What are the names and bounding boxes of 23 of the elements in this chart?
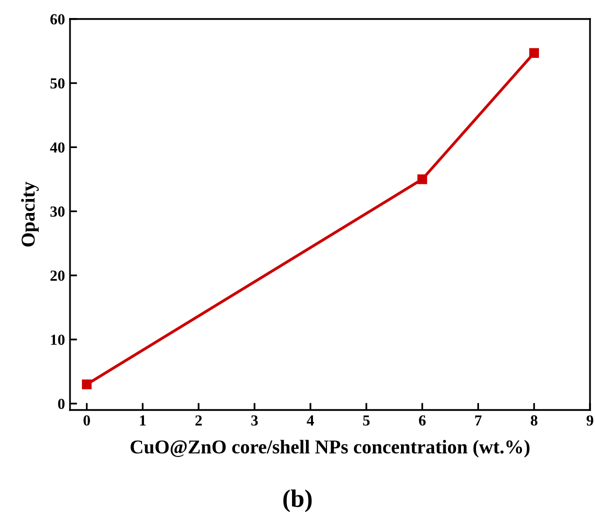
x-tick-label: 5 [363, 415, 370, 426]
x-tick-label: 7 [475, 415, 482, 426]
point [529, 48, 539, 58]
y-axis-title: Opacity [21, 182, 39, 246]
y-tick-label: 40 [50, 142, 65, 153]
x-tick-label: 1 [140, 415, 146, 426]
y-tick-label: 50 [50, 78, 65, 89]
x-tick-label: 2 [195, 415, 202, 426]
x-tick-label: 3 [251, 415, 258, 426]
y-tick-label: 10 [51, 334, 65, 345]
x-tick-label: 8 [530, 415, 538, 426]
point [417, 174, 428, 184]
text: (b) [283, 489, 312, 512]
x-tick-label: 9 [586, 415, 594, 426]
y-tick-label: 30 [50, 206, 65, 217]
x-tick-label: 0 [84, 415, 90, 426]
point [82, 380, 92, 390]
y-tick-label: 60 [50, 14, 65, 24]
x-tick-label: 6 [418, 415, 426, 426]
x-axis-title: CuO@ZnO core/shell NPs concentration (wt.%) [130, 440, 530, 458]
x-tick-label: 4 [306, 415, 314, 426]
y-tick-label: 20 [50, 270, 65, 281]
y-tick-label: 0 [58, 398, 65, 410]
